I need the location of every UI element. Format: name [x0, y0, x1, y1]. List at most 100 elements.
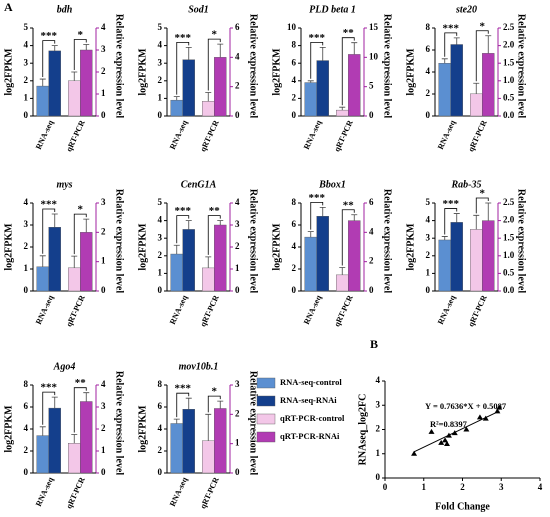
- y-tick-label: 2: [158, 250, 163, 260]
- y2-axis-label: Relative expression level: [248, 371, 259, 475]
- y-tick-label: 4: [24, 40, 29, 50]
- y2-tick-label: 0.0: [503, 285, 515, 295]
- y-tick-label: 4: [376, 375, 381, 385]
- point: [445, 432, 452, 438]
- y-tick-label: 0: [24, 110, 29, 120]
- annotation: Y = 0.7636*X + 0.5087: [425, 401, 507, 411]
- y-tick-label: 2: [292, 263, 297, 273]
- chart-title: ste20: [455, 4, 477, 15]
- bar: [482, 220, 495, 292]
- legend-label: qRT-PCR-control: [280, 413, 345, 423]
- bar: [304, 236, 317, 292]
- significance-label: **: [209, 205, 221, 217]
- significance-label: ***: [175, 205, 192, 217]
- y2-tick-label: 0.0: [503, 110, 515, 120]
- y-tick-label: 6: [426, 44, 431, 54]
- significance-label: ***: [175, 383, 192, 395]
- y-tick-label: 0: [292, 110, 297, 120]
- y2-axis-label: Relative expression level: [114, 371, 125, 475]
- y-tick-label: 2: [24, 241, 29, 251]
- y-tick-label: 2: [24, 445, 29, 455]
- y2-axis-label: Relative expression level: [516, 189, 527, 293]
- y-tick-label: 6: [24, 401, 29, 411]
- y2-tick-label: 0: [101, 467, 106, 477]
- y2-tick-label: 3: [235, 219, 240, 229]
- significance-label: **: [343, 199, 355, 211]
- error-bar: [185, 397, 192, 410]
- significance-bracket: [42, 391, 56, 425]
- bar: [170, 423, 183, 474]
- y2-tick-label: 3: [101, 401, 106, 411]
- error-bar: [51, 213, 58, 228]
- y-tick-label: 0: [158, 467, 163, 477]
- significance-bracket: [475, 30, 489, 82]
- y-tick-label: 4: [158, 423, 163, 433]
- y-tick-label: 2: [376, 424, 381, 434]
- chart-title: Rab-35: [451, 179, 482, 190]
- x-tick-label: 2: [460, 482, 465, 492]
- y-tick-label: 2: [292, 92, 297, 102]
- x-tick-label: qRT-PCR: [332, 294, 354, 329]
- x-tick-label: 3: [499, 482, 504, 492]
- y2-tick-label: 2: [235, 241, 240, 251]
- bar: [182, 409, 195, 474]
- y-tick-label: 4: [426, 215, 431, 225]
- y2-tick-label: 2.0: [503, 215, 515, 225]
- annotation: R²=0.8397: [430, 419, 468, 429]
- y-tick-label: 5: [426, 197, 431, 207]
- error-bar: [71, 255, 78, 268]
- error-bar: [205, 413, 212, 441]
- y2-tick-label: 2: [369, 256, 374, 266]
- error-bar: [51, 396, 58, 409]
- x-tick-label: RNA-seq: [34, 293, 56, 326]
- bar: [214, 224, 227, 292]
- y2-tick-label: 4: [235, 51, 240, 61]
- y-tick-label: 10: [287, 22, 297, 32]
- bar: [214, 57, 227, 117]
- y2-tick-label: 0: [235, 285, 240, 295]
- x-tick-label: 4: [538, 482, 543, 492]
- bar: [482, 53, 495, 117]
- chart-title: PLD beta 1: [309, 4, 356, 15]
- x-tick-label: RNA-seq: [168, 293, 190, 326]
- significance-bracket: [73, 387, 87, 433]
- bar: [470, 229, 483, 292]
- error-bar: [39, 78, 46, 87]
- significance-label: *: [78, 29, 84, 41]
- bar: [316, 60, 329, 117]
- y-tick-label: 2: [426, 250, 431, 260]
- error-bar: [185, 46, 192, 60]
- significance-bracket: [42, 208, 56, 254]
- error-bar: [173, 418, 180, 424]
- y-tick-label: 0: [426, 110, 431, 120]
- significance-label: *: [480, 188, 486, 200]
- y-axis-label: RNAseq_log2FC: [357, 394, 368, 466]
- bar: [80, 49, 93, 117]
- y2-tick-label: 4: [101, 379, 106, 389]
- y-tick-label: 8: [292, 197, 297, 207]
- bar: [182, 59, 195, 117]
- y-axis-label: log2FPKM: [3, 405, 14, 453]
- y2-tick-label: 1.5: [503, 232, 515, 242]
- significance-label: **: [343, 27, 355, 39]
- y2-tick-label: 4: [101, 22, 106, 32]
- error-bar: [39, 426, 46, 436]
- y-tick-label: 8: [158, 379, 163, 389]
- significance-label: ***: [443, 198, 460, 210]
- y-axis-label: log2FPKM: [405, 223, 416, 271]
- significance-bracket: [310, 202, 324, 230]
- x-tick-label: qRT-PCR: [64, 294, 86, 329]
- significance-bracket: [310, 41, 324, 79]
- y2-tick-label: 0: [101, 285, 106, 295]
- error-bar: [51, 45, 58, 51]
- y2-tick-label: 1.5: [503, 57, 515, 67]
- y2-axis-label: Relative expression level: [382, 14, 393, 118]
- x-tick-label: qRT-PCR: [198, 476, 220, 511]
- x-tick-label: 0: [383, 482, 388, 492]
- bar: [182, 229, 195, 292]
- bar: [68, 80, 81, 117]
- error-bar: [173, 244, 180, 255]
- significance-bracket: [341, 37, 355, 106]
- bar: [316, 215, 329, 292]
- y-tick-label: 4: [158, 40, 163, 50]
